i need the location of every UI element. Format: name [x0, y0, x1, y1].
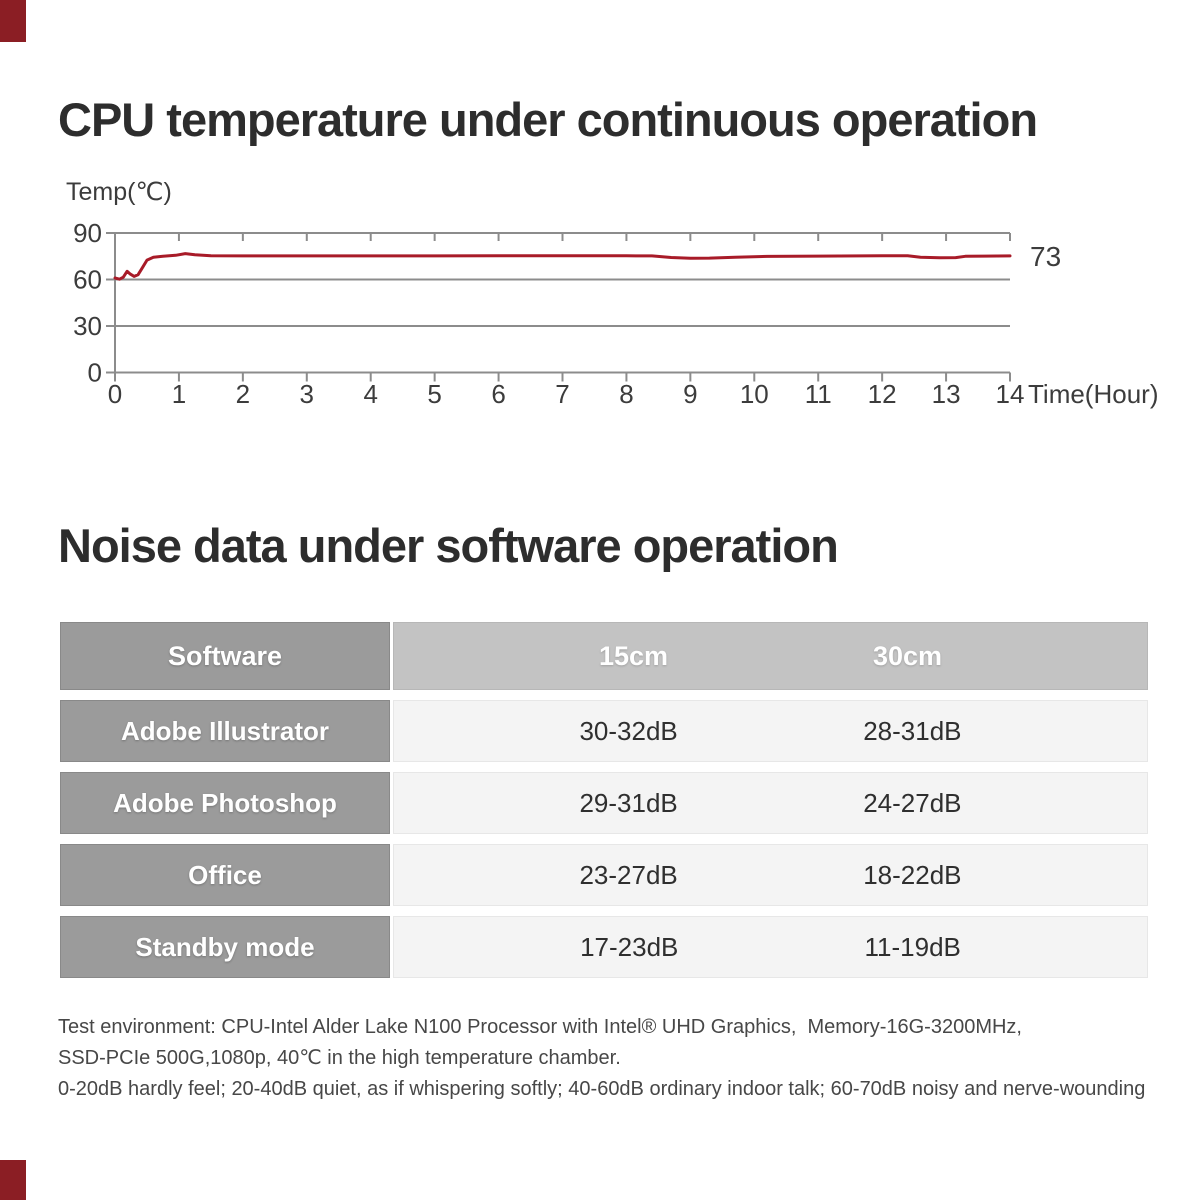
y-tick-label: 0 [88, 358, 102, 388]
x-tick-label: 4 [363, 379, 377, 409]
footer-line-2: SSD-PCIe 500G,1080p, 40℃ in the high tem… [58, 1047, 621, 1069]
row-values: 23-27dB 18-22dB [393, 844, 1148, 906]
table-row: Standby mode 17-23dB 11-19dB [60, 916, 1148, 978]
x-tick-label: 12 [868, 379, 897, 409]
row-label: Adobe Illustrator [60, 700, 390, 762]
header-cell-15cm: 15cm [598, 640, 669, 671]
table-row: Adobe Photoshop 29-31dB 24-27dB [60, 772, 1148, 834]
x-tick-label: 14 [996, 379, 1025, 409]
header-cell-30cm: 30cm [872, 640, 943, 671]
x-axis-title: Time(Hour) [1028, 379, 1158, 409]
x-tick-label: 5 [427, 379, 441, 409]
row-label: Office [60, 844, 390, 906]
x-tick-label: 10 [740, 379, 769, 409]
temperature-chart-title: CPU temperature under continuous operati… [58, 93, 1038, 146]
noise-table: Software 15cm 30cm Adobe Illustrator 30-… [60, 622, 1148, 988]
corner-mark-top-left [0, 0, 26, 42]
x-tick-label: 11 [805, 379, 832, 409]
row-values: 29-31dB 24-27dB [393, 772, 1148, 834]
x-tick-label: 13 [932, 379, 961, 409]
value-30cm: 24-27dB [863, 787, 962, 818]
corner-mark-bottom-left [0, 1160, 26, 1200]
value-15cm: 17-23dB [580, 931, 679, 962]
x-tick-label: 6 [491, 379, 505, 409]
row-values: 30-32dB 28-31dB [393, 700, 1148, 762]
x-tick-label: 8 [619, 379, 633, 409]
value-15cm: 30-32dB [579, 715, 678, 746]
x-tick-label: 1 [172, 379, 186, 409]
test-environment-notes: Test environment: CPU-Intel Alder Lake N… [58, 1012, 1168, 1105]
y-tick-label: 30 [73, 311, 102, 341]
value-30cm: 28-31dB [863, 715, 962, 746]
header-cell-distances: 15cm 30cm [393, 622, 1148, 690]
table-row: Adobe Illustrator 30-32dB 28-31dB [60, 700, 1148, 762]
x-tick-label: 7 [555, 379, 569, 409]
end-value-label: 73 [1030, 241, 1061, 272]
row-label: Standby mode [60, 916, 390, 978]
row-label: Adobe Photoshop [60, 772, 390, 834]
value-15cm: 29-31dB [579, 787, 678, 818]
x-tick-label: 2 [236, 379, 250, 409]
y-axis-title: Temp(℃) [66, 178, 172, 206]
value-30cm: 18-22dB [863, 859, 962, 890]
x-tick-label: 9 [683, 379, 697, 409]
footer-line-3: 0-20dB hardly feel; 20-40dB quiet, as if… [58, 1078, 1146, 1100]
row-values: 17-23dB 11-19dB [393, 916, 1148, 978]
footer-line-1: Test environment: CPU-Intel Alder Lake N… [58, 1016, 1022, 1038]
value-30cm: 11-19dB [864, 931, 961, 962]
x-tick-label: 0 [108, 379, 122, 409]
temperature-line [113, 252, 1012, 281]
noise-table-title: Noise data under software operation [58, 519, 839, 572]
table-row: Office 23-27dB 18-22dB [60, 844, 1148, 906]
value-15cm: 23-27dB [579, 859, 678, 890]
x-tick-label: 3 [300, 379, 314, 409]
header-cell-software: Software [60, 622, 390, 690]
table-header-row: Software 15cm 30cm [60, 622, 1148, 690]
y-tick-label: 90 [73, 218, 102, 248]
y-tick-label: 60 [73, 265, 102, 295]
